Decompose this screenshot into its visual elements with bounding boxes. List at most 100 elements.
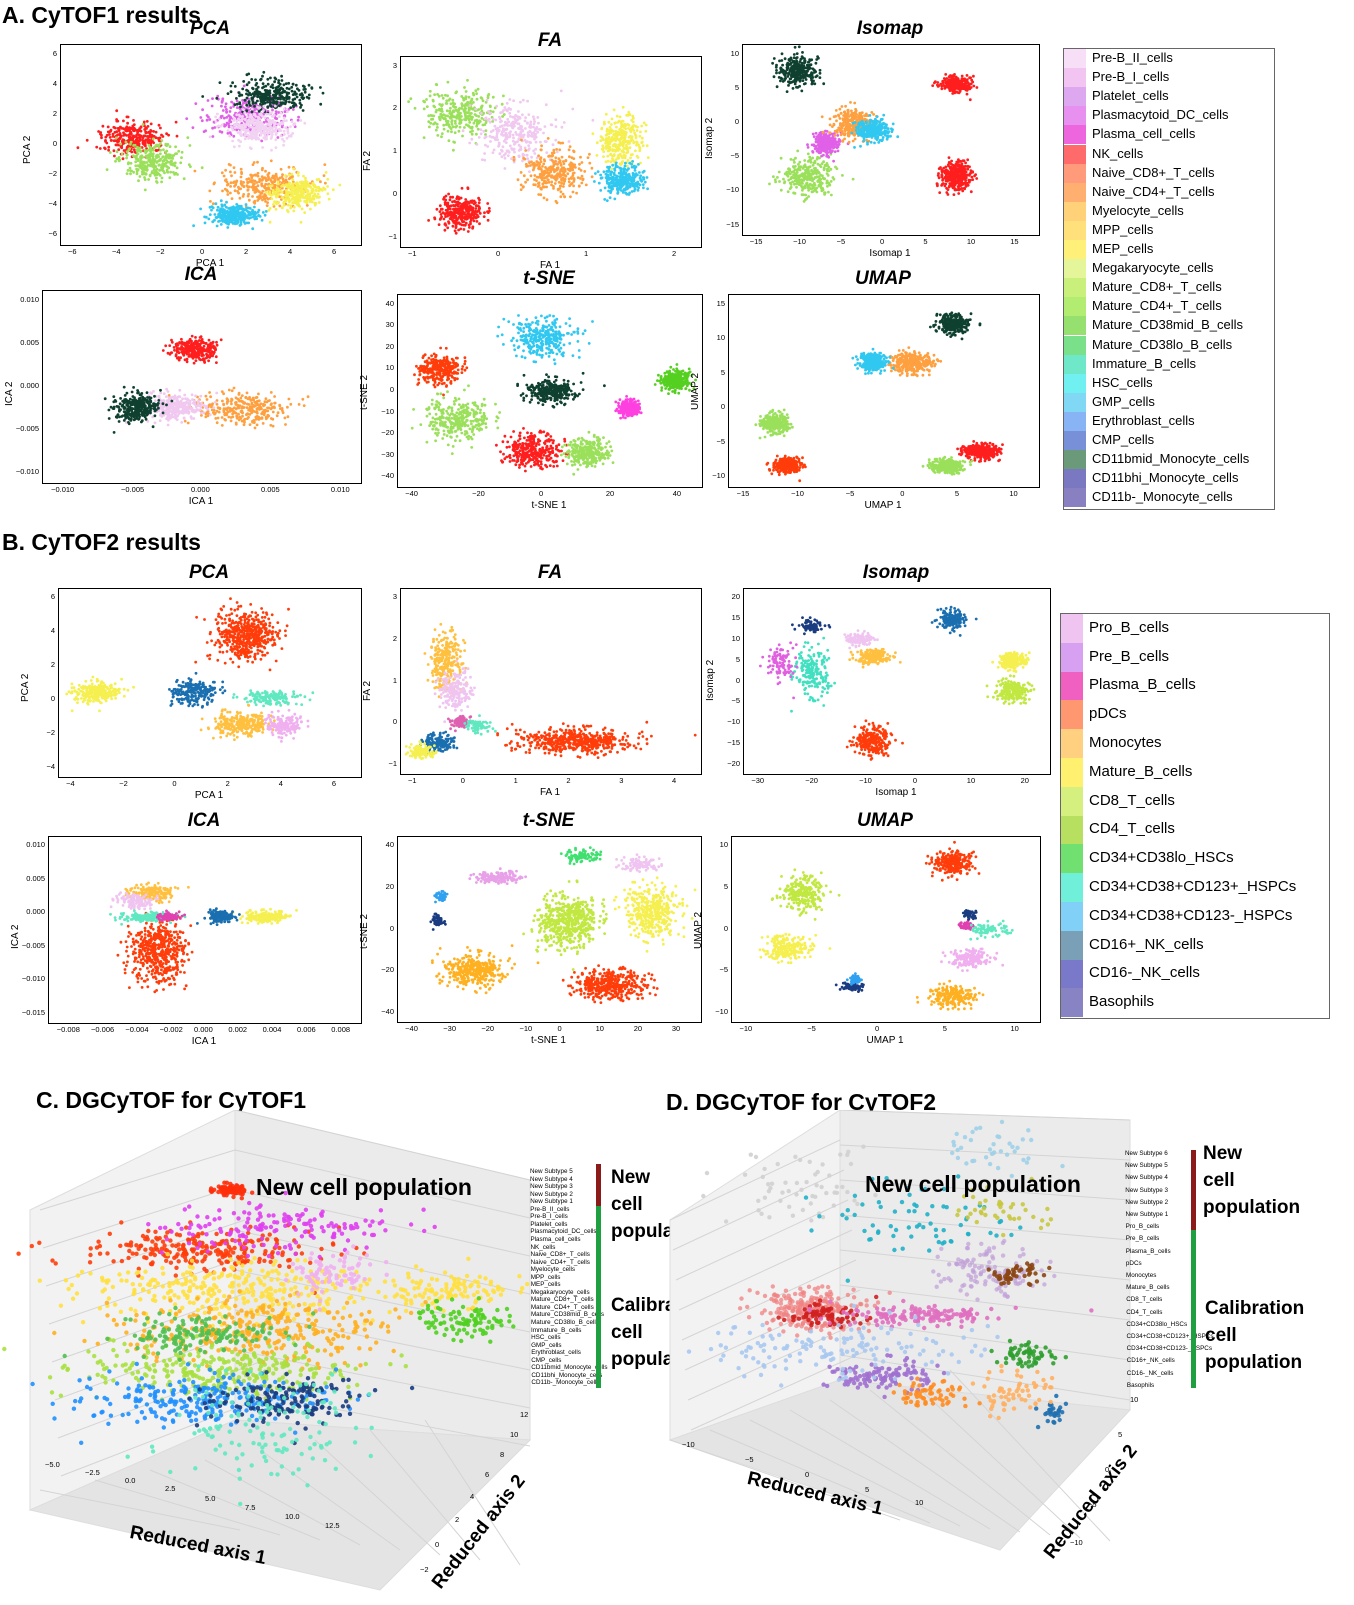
point <box>285 82 288 85</box>
point <box>130 162 133 165</box>
point <box>643 122 646 125</box>
point <box>156 168 159 171</box>
point <box>227 129 230 132</box>
point <box>477 122 480 125</box>
point <box>235 219 238 222</box>
point <box>505 128 508 131</box>
point <box>471 133 474 136</box>
point <box>165 156 168 159</box>
point <box>516 140 519 143</box>
point <box>783 79 786 82</box>
point <box>554 160 557 163</box>
point <box>271 184 274 187</box>
point <box>513 156 516 159</box>
point <box>204 222 207 225</box>
point <box>469 221 472 224</box>
y-tick: 0 <box>393 189 397 198</box>
point <box>572 185 575 188</box>
point <box>451 99 454 102</box>
point <box>483 152 486 155</box>
point <box>308 84 311 87</box>
point <box>295 84 298 87</box>
point <box>254 102 257 105</box>
point <box>832 176 835 179</box>
point <box>784 57 787 60</box>
point <box>302 97 305 100</box>
point <box>169 145 172 148</box>
point <box>480 112 483 115</box>
point <box>225 108 228 111</box>
point <box>319 180 322 183</box>
point <box>288 187 291 190</box>
point <box>539 158 542 161</box>
point <box>515 133 518 136</box>
point <box>152 161 155 164</box>
point <box>798 161 801 164</box>
point <box>212 202 215 205</box>
point <box>475 133 478 136</box>
point <box>630 182 633 185</box>
point <box>233 145 236 148</box>
point <box>275 110 278 113</box>
point <box>520 184 523 187</box>
point <box>535 179 538 182</box>
point <box>804 184 807 187</box>
point <box>246 184 249 187</box>
point <box>225 201 228 204</box>
point <box>239 197 242 200</box>
point <box>231 140 234 143</box>
point <box>160 139 163 142</box>
point <box>461 207 464 210</box>
point <box>512 137 515 140</box>
point <box>449 199 452 202</box>
point <box>610 168 613 171</box>
point <box>107 126 110 129</box>
point <box>264 214 267 217</box>
point <box>145 173 148 176</box>
point <box>210 209 213 212</box>
point <box>226 226 229 229</box>
point <box>438 95 441 98</box>
point <box>192 224 195 227</box>
point <box>206 114 209 117</box>
point <box>545 186 548 189</box>
point <box>819 69 822 72</box>
point <box>158 124 161 127</box>
point <box>790 69 793 72</box>
point <box>793 183 796 186</box>
point <box>142 166 145 169</box>
point <box>630 130 633 133</box>
point <box>239 106 242 109</box>
point <box>162 148 165 151</box>
point <box>538 184 541 187</box>
point <box>461 220 464 223</box>
point <box>297 202 300 205</box>
point <box>533 123 536 126</box>
point <box>646 176 649 179</box>
point <box>803 159 806 162</box>
point <box>280 75 283 78</box>
scatter-svg <box>61 45 361 245</box>
point <box>261 179 264 182</box>
point <box>269 77 272 80</box>
point <box>444 202 447 205</box>
point <box>282 178 285 181</box>
point <box>798 166 801 169</box>
scatter-svg <box>401 57 701 247</box>
point <box>823 167 826 170</box>
point <box>151 172 154 175</box>
point <box>502 128 505 131</box>
point <box>144 143 147 146</box>
point <box>253 206 256 209</box>
point <box>109 151 112 154</box>
point <box>568 148 571 151</box>
point <box>788 59 791 62</box>
point <box>825 182 828 185</box>
point <box>211 97 214 100</box>
point <box>609 126 612 129</box>
point <box>436 208 439 211</box>
point <box>630 138 633 141</box>
point <box>144 189 147 192</box>
point <box>290 173 293 176</box>
point <box>477 115 480 118</box>
